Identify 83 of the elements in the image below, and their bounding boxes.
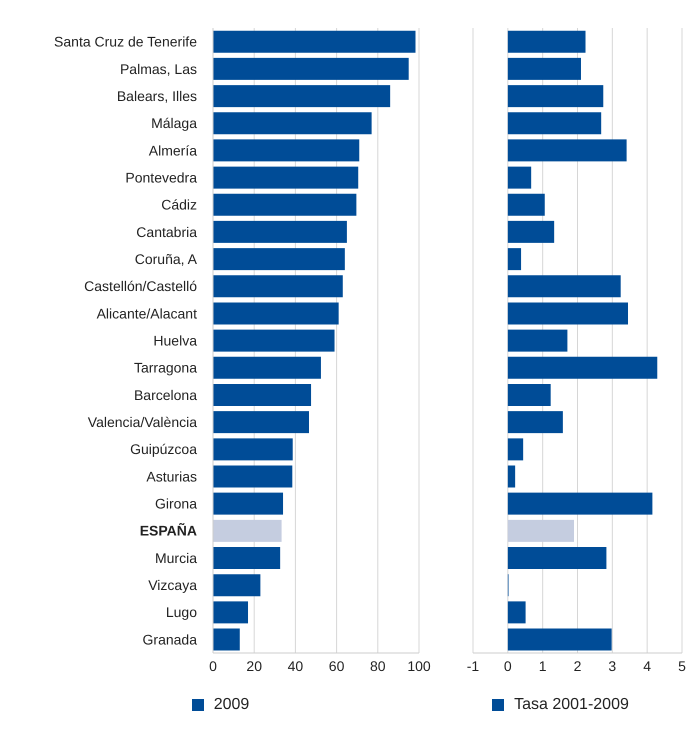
- y-tick-label: Málaga: [151, 115, 198, 132]
- bar: [508, 547, 606, 570]
- x-tick-label: 5: [678, 658, 686, 674]
- bar: [508, 194, 545, 216]
- y-tick-label: Balears, Illes: [116, 88, 197, 104]
- bar: [213, 194, 356, 216]
- y-tick-label: Coruña, A: [134, 250, 198, 267]
- x-tick-label: 1: [538, 658, 547, 674]
- bar: [213, 574, 260, 596]
- bar: [213, 275, 343, 298]
- y-tick-label: ESPAÑA: [140, 522, 197, 539]
- bar: [508, 628, 612, 651]
- y-tick-label: Almería: [148, 142, 198, 158]
- bar: [213, 302, 339, 324]
- y-tick-label: Castellón/Castelló: [84, 278, 198, 294]
- bar: [508, 275, 621, 298]
- y-tick-label: Pontevedra: [125, 169, 198, 186]
- y-tick-label: Cantabria: [136, 224, 198, 240]
- bar: [508, 356, 658, 379]
- x-tick-label: 3: [608, 658, 616, 674]
- bar: [213, 520, 282, 542]
- bar: [213, 356, 321, 379]
- y-tick-label: Barcelona: [134, 386, 198, 403]
- y-tick-label: Murcia: [154, 550, 198, 566]
- bar: [508, 492, 652, 515]
- bar: [508, 384, 551, 406]
- bar: [213, 139, 360, 162]
- y-tick-label: Vizcaya: [148, 577, 198, 594]
- legend-label: 2009: [214, 696, 250, 714]
- bar: [508, 248, 522, 270]
- bar: [213, 384, 312, 406]
- bar: [213, 112, 372, 134]
- bar: [213, 411, 309, 434]
- bar: [213, 438, 293, 460]
- y-tick-label: Valencia/València: [88, 414, 198, 430]
- bar: [508, 139, 627, 162]
- y-tick-label: Alicante/Alacant: [96, 305, 198, 322]
- y-tick-label: Girona: [154, 496, 198, 512]
- bar: [213, 601, 248, 624]
- y-tick-label: Huelva: [153, 332, 198, 348]
- bar: [508, 30, 586, 53]
- y-tick-label: Guipúzcoa: [130, 441, 198, 458]
- y-tick-label: Tarragona: [134, 360, 198, 376]
- bar: [213, 628, 240, 651]
- y-tick-label: Asturias: [146, 468, 197, 484]
- legend-label: Tasa 2001-2009: [514, 696, 629, 714]
- y-tick-label: Cádiz: [161, 196, 197, 213]
- x-tick-label: 100: [407, 658, 431, 674]
- bar: [508, 411, 563, 434]
- x-tick-label: 20: [246, 658, 262, 674]
- y-tick-label: Lugo: [166, 604, 198, 620]
- x-tick-label: 60: [328, 658, 345, 674]
- bar: [508, 520, 574, 542]
- bar: [213, 248, 345, 270]
- bar: [213, 492, 284, 515]
- x-tick-label: 0: [504, 658, 512, 674]
- bar: [213, 466, 292, 488]
- bar: [213, 30, 416, 53]
- x-tick-label: 4: [643, 658, 652, 674]
- y-tick-label: Palmas, Las: [120, 60, 197, 77]
- y-tick-label: Santa Cruz de Tenerife: [54, 34, 198, 50]
- x-tick-label: 40: [288, 658, 304, 674]
- bar: [213, 547, 280, 570]
- bar: [213, 166, 358, 189]
- bar: [508, 166, 532, 189]
- bar: [508, 85, 604, 108]
- bar: [508, 601, 526, 624]
- bar: [508, 112, 602, 134]
- bar: [213, 58, 409, 80]
- bar: [508, 438, 524, 460]
- bar: [508, 58, 581, 80]
- x-tick-label: -1: [466, 658, 480, 674]
- y-tick-label: Granada: [142, 631, 198, 648]
- bar: [508, 466, 516, 488]
- bar: [508, 330, 568, 352]
- bar: [213, 220, 347, 243]
- x-tick-label: 0: [209, 658, 218, 674]
- bar: [213, 85, 390, 108]
- bar: [213, 330, 335, 352]
- x-tick-label: 80: [370, 658, 386, 674]
- bar: [508, 220, 554, 243]
- x-tick-label: 2: [574, 658, 582, 674]
- bar: [508, 302, 628, 324]
